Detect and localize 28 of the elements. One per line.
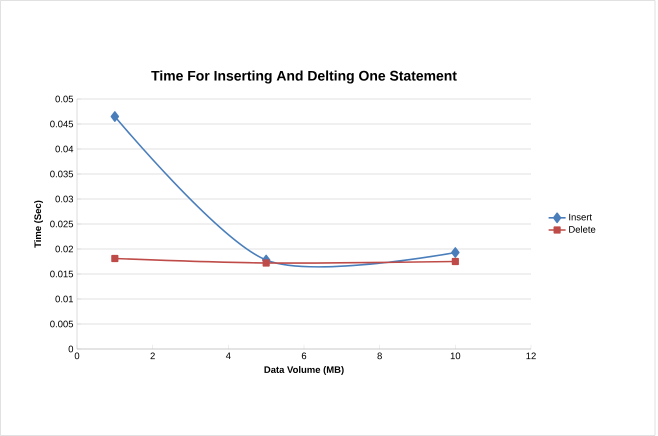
y-tick-label: 0	[68, 346, 74, 352]
y-tick-label: 0.01	[55, 296, 74, 302]
y-tick-label: 0.05	[55, 96, 74, 102]
y-tick-label: 0.015	[50, 270, 74, 278]
point	[452, 258, 459, 266]
y-tick-label: 0.02	[55, 246, 74, 252]
x-tick-label: 0	[74, 352, 80, 360]
x-tick-label: 2	[150, 352, 155, 360]
y-tick-label: 0.005	[50, 320, 74, 328]
legend-label: Delete	[569, 226, 596, 233]
point	[111, 254, 118, 262]
x-tick-label: 10	[450, 352, 460, 360]
x-axis-title: Data Volume (MB)	[264, 366, 344, 375]
x-tick-label: 12	[526, 352, 536, 360]
x-tick-label: 8	[377, 352, 382, 360]
point	[262, 259, 270, 267]
y-tick-label: 0.04	[55, 146, 74, 152]
chart-title: Time For Inserting And Delting One Statement	[151, 70, 457, 84]
y-tick-label: 0.045	[50, 120, 74, 128]
x-tick-label: 6	[302, 352, 306, 360]
y-tick-label: 0.025	[50, 220, 74, 228]
y-tick-label: 0.03	[55, 196, 74, 202]
y-axis-title: Time (Sec)	[34, 200, 43, 248]
x-tick-label: 4	[226, 352, 231, 360]
y-tick-label: 0.035	[50, 170, 74, 178]
point	[451, 247, 460, 258]
point	[110, 111, 120, 122]
legend-label: Insert	[569, 214, 592, 220]
